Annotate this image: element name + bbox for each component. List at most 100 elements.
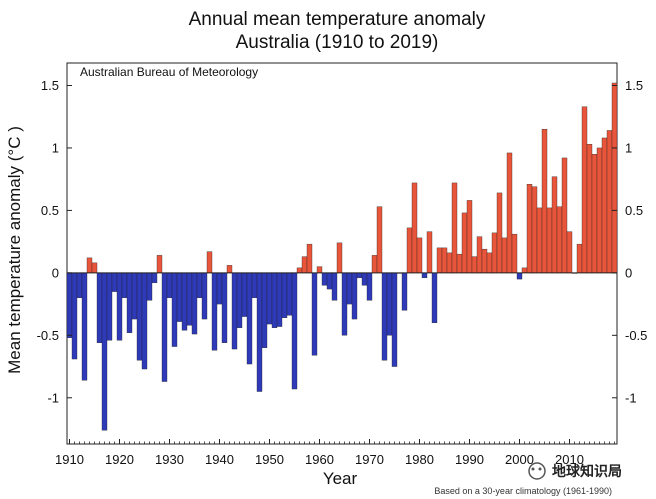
bar-2008 [556, 206, 563, 274]
y-tick-label-right: -0.5 [625, 328, 647, 343]
bar-2004 [536, 207, 543, 274]
bar-1975 [391, 272, 398, 367]
watermark: 地球知识局 [528, 462, 622, 480]
bar-1962 [326, 272, 333, 290]
bar-1966 [346, 272, 353, 305]
bar-2018 [606, 130, 613, 274]
bar-1922 [126, 272, 133, 333]
bar-1967 [351, 272, 358, 320]
x-tick-label: 1960 [305, 452, 334, 467]
bar-1959 [311, 272, 318, 356]
bar-1997 [501, 237, 508, 274]
bar-1935 [191, 272, 198, 335]
bar-1988 [456, 253, 463, 274]
bar-1942 [226, 265, 233, 274]
bar-1956 [296, 267, 303, 274]
bar-1943 [231, 272, 238, 350]
bar-1963 [331, 272, 338, 301]
bar-1910 [66, 272, 73, 338]
y-tick-label-left: -1 [47, 390, 59, 405]
bar-1986 [446, 252, 453, 274]
bar-1993 [481, 248, 488, 274]
bar-1954 [286, 272, 293, 316]
bar-2005 [541, 129, 548, 274]
bar-1939 [211, 272, 218, 351]
bar-1937 [201, 272, 208, 320]
bar-1984 [436, 247, 443, 274]
bar-1987 [451, 182, 458, 274]
wechat-icon-eye-right [538, 467, 542, 471]
bar-1960 [316, 266, 323, 274]
bar-1916 [96, 272, 103, 343]
x-tick-label: 1910 [55, 452, 84, 467]
y-tick-label-right: 1 [625, 140, 632, 155]
bar-1946 [246, 272, 253, 365]
bar-1919 [111, 272, 118, 292]
bar-1973 [381, 272, 388, 361]
bar-1931 [171, 272, 178, 347]
watermark-text: 地球知识局 [552, 463, 622, 479]
bars-group [66, 82, 618, 431]
y-axis-label: Mean temperature anomaly (°C ) [5, 126, 24, 374]
bar-2013 [581, 106, 588, 274]
bar-1982 [426, 231, 433, 274]
y-tick-label-left: 0.5 [41, 203, 59, 218]
bar-2007 [551, 176, 558, 274]
bar-2009 [561, 157, 568, 274]
bar-1961 [321, 272, 328, 286]
x-tick-label: 1980 [405, 452, 434, 467]
bar-1981 [421, 272, 428, 279]
chart-title: Annual mean temperature anomaly [189, 9, 486, 30]
x-tick-label: 1970 [355, 452, 384, 467]
x-tick-label: 1940 [205, 452, 234, 467]
bar-1999 [511, 233, 518, 274]
bar-1955 [291, 272, 298, 390]
bar-1921 [121, 272, 128, 299]
bar-2006 [546, 207, 553, 274]
bar-1940 [216, 272, 223, 305]
x-tick-label: 1990 [455, 452, 484, 467]
bar-1934 [186, 272, 193, 326]
bar-1951 [271, 272, 278, 328]
bar-1950 [266, 272, 273, 325]
bar-1947 [251, 272, 258, 299]
bar-2016 [596, 147, 603, 274]
x-tick-label: 1950 [255, 452, 284, 467]
x-tick-label: 2000 [505, 452, 534, 467]
bar-1985 [441, 247, 448, 274]
bar-1970 [366, 272, 373, 301]
source-label: Australian Bureau of Meteorology [80, 65, 258, 79]
bar-1925 [141, 272, 148, 370]
bar-1936 [196, 272, 203, 299]
wechat-icon-eye-left [531, 467, 535, 471]
x-tick-label: 1930 [155, 452, 184, 467]
bar-1971 [371, 255, 378, 274]
bar-2002 [526, 183, 533, 274]
bar-2001 [521, 267, 528, 274]
bar-1914 [86, 257, 93, 274]
bar-1968 [356, 272, 363, 279]
y-tick-label-right: 0 [625, 265, 632, 280]
bar-1983 [431, 272, 438, 324]
bar-1990 [466, 200, 473, 274]
bar-1965 [341, 272, 348, 336]
bar-1938 [206, 251, 213, 274]
bar-2014 [586, 144, 593, 274]
bar-1948 [256, 272, 263, 392]
bar-1989 [461, 212, 468, 274]
x-tick-label: 1920 [105, 452, 134, 467]
bar-1930 [166, 272, 173, 299]
bar-1998 [506, 152, 513, 274]
bar-1974 [386, 272, 393, 336]
bar-1920 [116, 272, 123, 341]
y-ticks: 1.5 1.5 1 1 0.5 0.5 0 0 -0.5 -0.5 -1 -1 [37, 78, 648, 405]
bar-1929 [161, 272, 168, 382]
y-tick-label-left: 1.5 [41, 78, 59, 93]
bar-1995 [491, 232, 498, 274]
bar-1918 [106, 272, 113, 341]
y-tick-label-left: 1 [52, 140, 59, 155]
bar-1924 [136, 272, 143, 361]
bar-1933 [181, 272, 188, 331]
bar-1949 [261, 272, 268, 348]
